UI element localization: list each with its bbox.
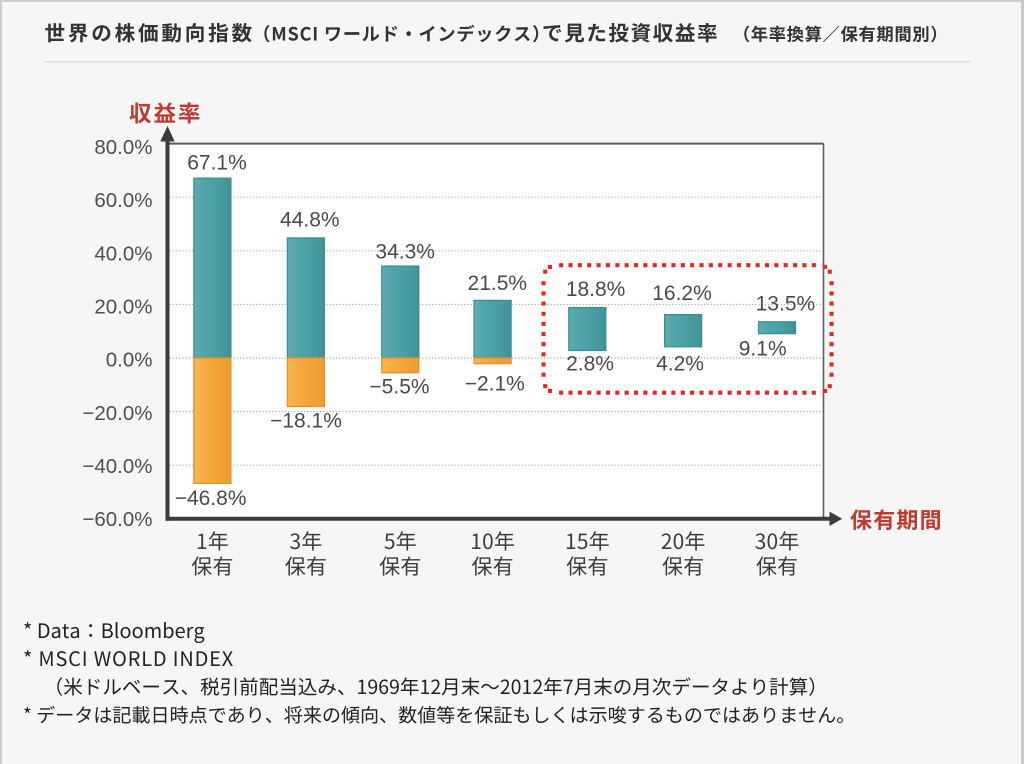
- svg-text:−20.0%: −20.0%: [82, 402, 152, 425]
- svg-text:44.8%: 44.8%: [280, 209, 340, 232]
- svg-text:−60.0%: −60.0%: [82, 508, 152, 531]
- svg-text:−18.1%: −18.1%: [270, 410, 342, 433]
- svg-text:60.0%: 60.0%: [94, 189, 152, 212]
- svg-text:2.8%: 2.8%: [566, 353, 614, 376]
- svg-text:67.1%: 67.1%: [187, 152, 247, 175]
- svg-text:0.0%: 0.0%: [106, 349, 153, 372]
- svg-text:−5.5%: −5.5%: [369, 376, 429, 399]
- svg-text:80.0%: 80.0%: [94, 136, 152, 159]
- svg-text:−2.1%: −2.1%: [465, 373, 525, 396]
- svg-text:20.0%: 20.0%: [94, 296, 152, 319]
- svg-text:−40.0%: −40.0%: [82, 455, 152, 478]
- svg-text:16.2%: 16.2%: [652, 282, 712, 305]
- svg-text:34.3%: 34.3%: [375, 241, 435, 264]
- svg-text:13.5%: 13.5%: [756, 293, 816, 316]
- svg-text:9.1%: 9.1%: [739, 338, 787, 361]
- svg-text:4.2%: 4.2%: [656, 353, 704, 376]
- svg-text:18.8%: 18.8%: [566, 278, 626, 301]
- svg-text:−46.8%: −46.8%: [175, 487, 247, 510]
- svg-text:21.5%: 21.5%: [468, 272, 528, 295]
- svg-text:40.0%: 40.0%: [94, 242, 152, 265]
